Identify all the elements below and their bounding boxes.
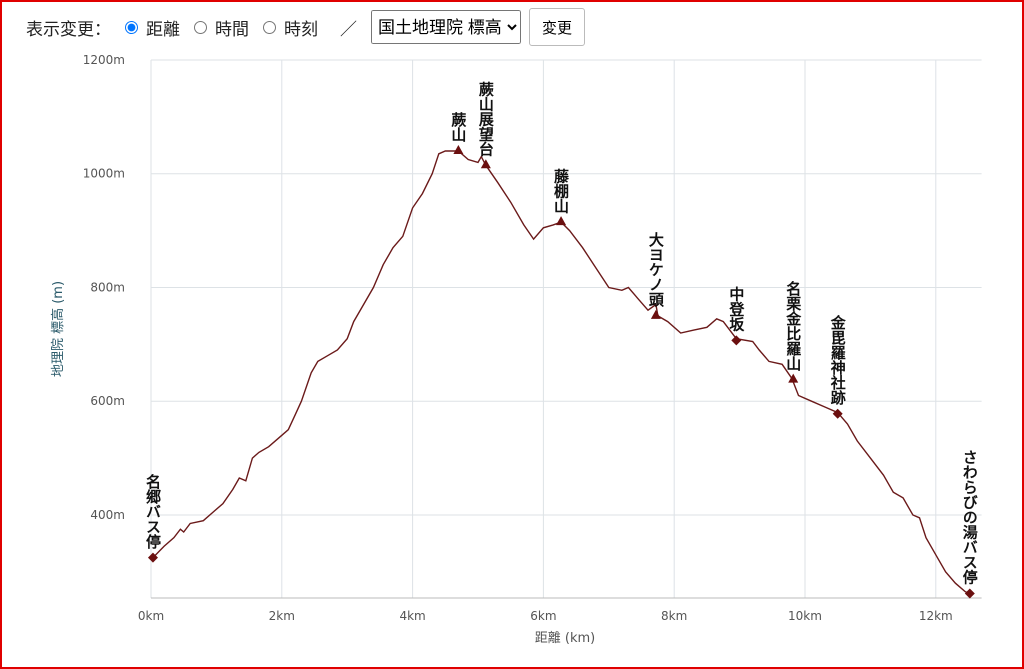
x-tick-label: 6km bbox=[530, 609, 556, 623]
waypoint-label: さわらびの湯バス停 bbox=[961, 449, 979, 585]
waypoint-label: 藤棚山 bbox=[552, 167, 570, 214]
radio-option[interactable]: 時刻 bbox=[263, 15, 318, 40]
elevation-line bbox=[152, 150, 971, 595]
waypoint-marker bbox=[832, 408, 843, 419]
radio-option[interactable]: 時間 bbox=[194, 15, 249, 40]
x-tick-label: 12km bbox=[919, 609, 953, 623]
x-tick-label: 2km bbox=[269, 609, 295, 623]
waypoint-label: 蕨山 bbox=[449, 111, 467, 143]
waypoint-marker bbox=[556, 216, 567, 226]
waypoint-marker bbox=[453, 144, 464, 154]
waypoint-label: 名栗金比羅山 bbox=[784, 280, 802, 372]
y-tick-label: 1000m bbox=[83, 167, 125, 181]
x-tick-label: 4km bbox=[399, 609, 425, 623]
waypoint-marker bbox=[731, 335, 742, 346]
radio-label: 時間 bbox=[215, 19, 249, 40]
toolbar: 表示変更： 距離 時間 時刻 ／ 国土地理院 標高 変更 bbox=[26, 8, 586, 46]
x-tick-label: 10km bbox=[788, 609, 822, 623]
change-button[interactable]: 変更 bbox=[529, 8, 586, 46]
x-tick-label: 8km bbox=[661, 609, 687, 623]
radio[interactable] bbox=[194, 20, 207, 34]
y-tick-label: 1200m bbox=[83, 53, 125, 67]
waypoint-marker bbox=[650, 309, 661, 319]
x-tick-label: 0km bbox=[138, 609, 164, 623]
waypoint-marker bbox=[480, 159, 491, 169]
waypoint-marker bbox=[788, 373, 799, 383]
x-axis-label: 距離 (km) bbox=[535, 631, 595, 646]
radio-option[interactable]: 距離 bbox=[125, 15, 180, 40]
radio-label: 距離 bbox=[146, 19, 180, 40]
waypoint-label: 金毘羅神社跡 bbox=[829, 314, 847, 406]
waypoint-label: 蕨山展望台 bbox=[477, 80, 495, 157]
y-axis-label: 地理院 標高 (m) bbox=[50, 281, 66, 377]
waypoint-label: 中登坂 bbox=[727, 286, 745, 333]
y-tick-label: 800m bbox=[90, 280, 125, 294]
waypoint-label: 名郷バス停 bbox=[144, 473, 162, 550]
y-tick-label: 600m bbox=[90, 394, 125, 408]
source-select[interactable]: 国土地理院 標高 bbox=[371, 10, 521, 44]
waypoint-marker bbox=[147, 552, 158, 563]
radio-label: 時刻 bbox=[284, 19, 318, 40]
waypoint-label: 大ヨケノ頭 bbox=[647, 231, 665, 308]
controls-label: 表示変更： bbox=[26, 19, 111, 40]
waypoint-marker bbox=[964, 588, 975, 599]
separator: ／ bbox=[340, 19, 357, 40]
radio[interactable] bbox=[263, 20, 276, 34]
y-tick-label: 400m bbox=[90, 508, 125, 522]
radio[interactable] bbox=[125, 20, 138, 34]
